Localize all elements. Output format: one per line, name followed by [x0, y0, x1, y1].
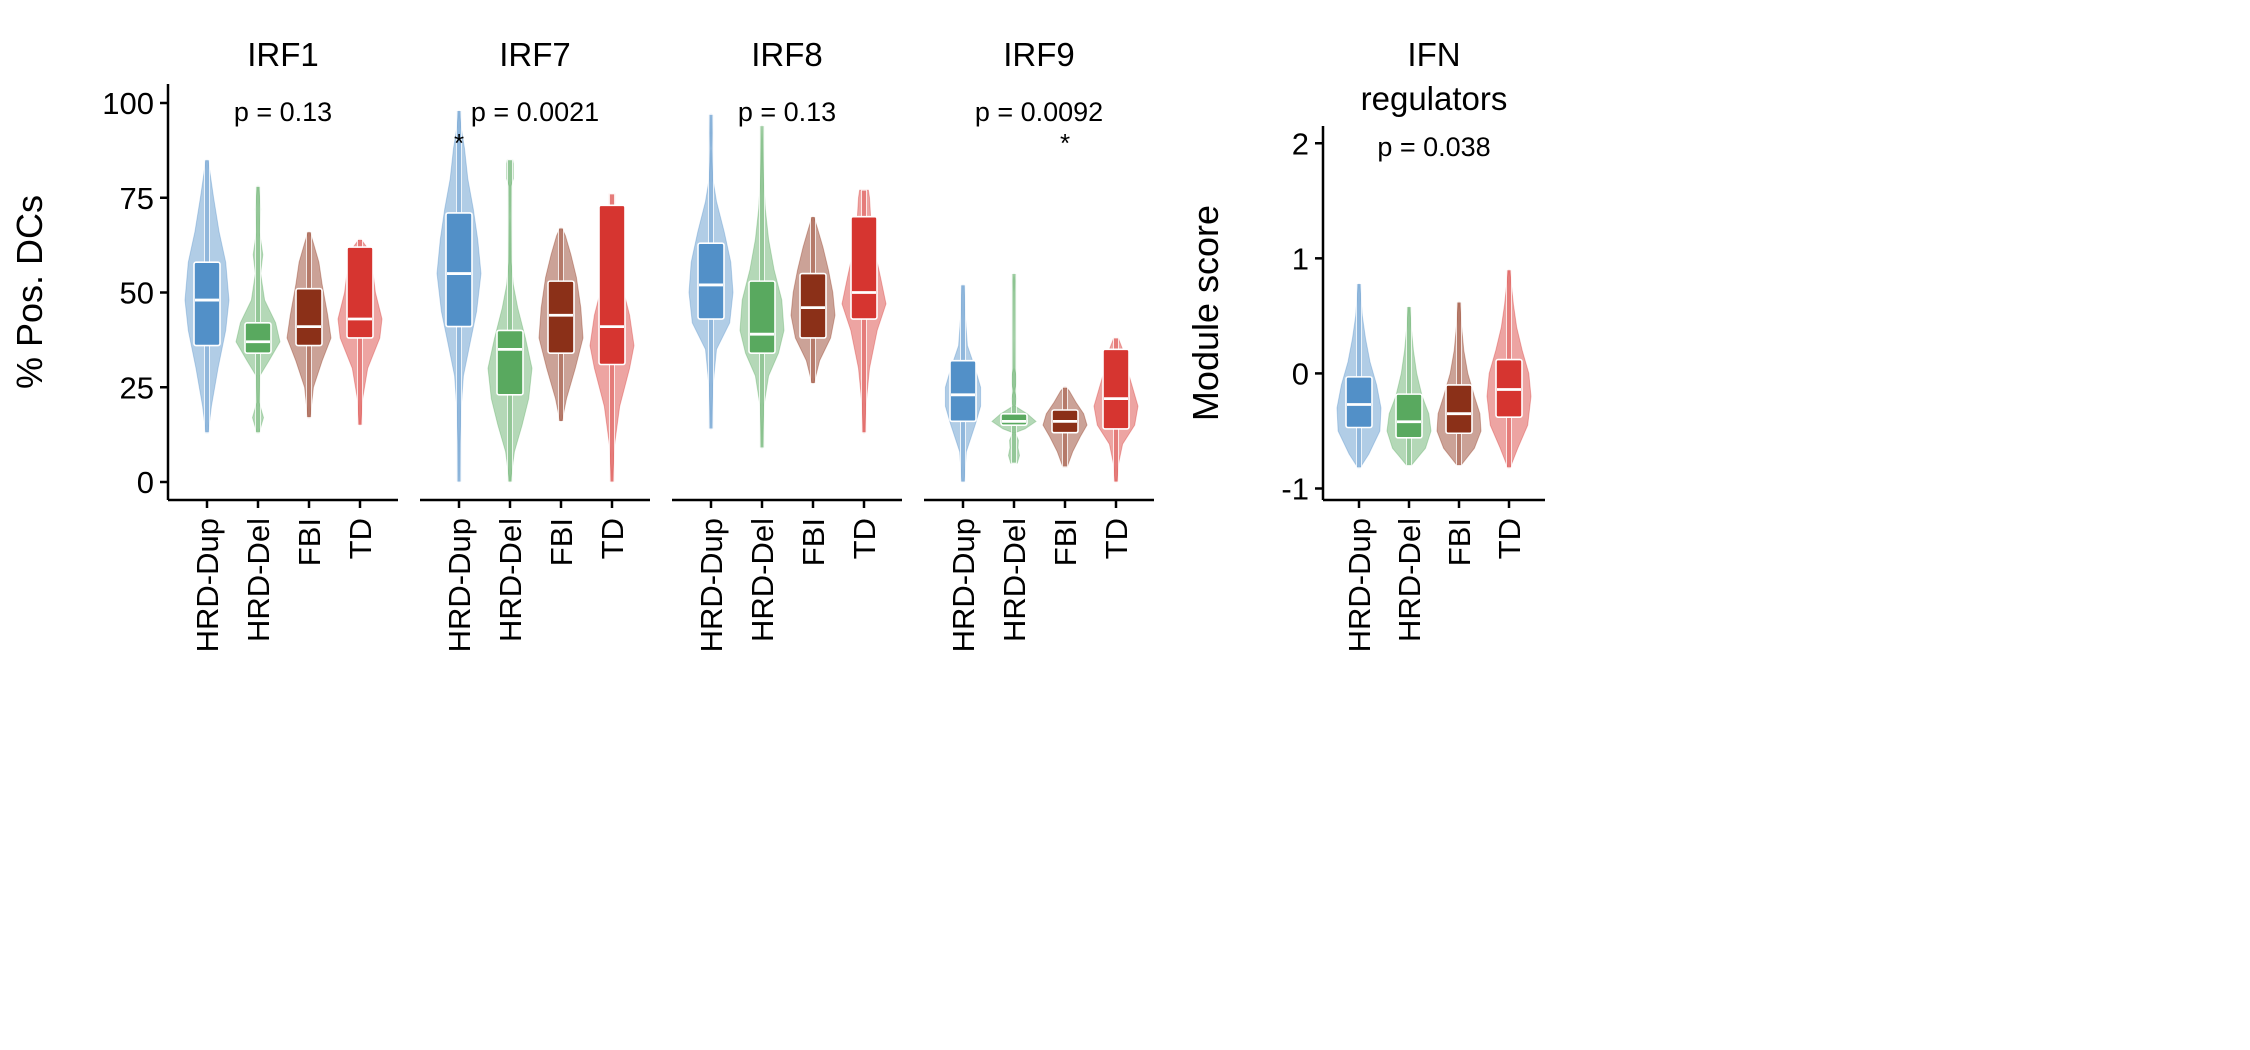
- y-tick-label: 1: [1292, 241, 1309, 276]
- box-iqr: [295, 287, 323, 347]
- violin-group-hrd-del: [991, 272, 1037, 464]
- x-tick-label: FBI: [1442, 518, 1477, 566]
- significance-star: *: [1060, 128, 1070, 158]
- x-tick-label: HRD-Dup: [694, 518, 729, 652]
- y-tick-label: 0: [137, 465, 154, 500]
- y-tick-label: 75: [120, 181, 154, 216]
- panel-3: IRF8 p = 0.13 HRD-Dup HRD-Del FBI TD: [672, 36, 902, 652]
- violin-group-hrd-del: [1386, 306, 1432, 467]
- whisker: [507, 159, 513, 483]
- x-tick-label: TD: [343, 518, 378, 559]
- panel-title: IFN: [1407, 36, 1460, 73]
- panel-2: IRF7 p = 0.0021* HRD-Dup HRD-Del FBI TD: [420, 36, 650, 652]
- x-tick-label: FBI: [1048, 518, 1083, 566]
- panel-title: IRF9: [1003, 36, 1075, 73]
- y-tick-label: 50: [120, 276, 154, 311]
- violin-group-td: [337, 238, 383, 426]
- panel-title: IRF7: [499, 36, 571, 73]
- violin-figure: IRF1 p = 0.13 0 25 50 75 100 % Pos. DCs HRD-Dup H…: [9, 36, 1545, 652]
- panel-5: IFN regulators p = 0.038 -1 0 1 2 Module score H…: [1185, 36, 1545, 652]
- whisker: [1011, 273, 1017, 464]
- violin-group-td: [1486, 269, 1532, 469]
- figure-root: IRF1 p = 0.13 0 25 50 75 100 % Pos. DCs HRD-Dup H…: [9, 36, 1545, 652]
- violin-group-fbi: *: [1042, 128, 1088, 468]
- violin-group-td: [589, 193, 635, 483]
- violin-group-hrd-dup: [184, 159, 230, 434]
- box-iqr: [598, 204, 626, 366]
- box-iqr: [496, 329, 524, 396]
- panel-title: regulators: [1361, 80, 1508, 117]
- violin-group-td: [841, 189, 887, 434]
- x-tick-label: HRD-Dup: [1342, 518, 1377, 652]
- x-tick-label: HRD-Del: [241, 518, 276, 642]
- y-axis-label: % Pos. DCs: [9, 195, 50, 389]
- whisker: [1456, 301, 1462, 466]
- box-iqr: [1000, 412, 1028, 426]
- x-tick-label: HRD-Dup: [190, 518, 225, 652]
- violin-group-fbi: [1436, 301, 1482, 467]
- x-tick-label: TD: [847, 518, 882, 559]
- box-iqr: [244, 322, 272, 354]
- violin-group-hrd-dup: *: [436, 110, 482, 483]
- panel-4: IRF9 p = 0.0092 HRD-Dup HRD-Del * FBI TD: [924, 36, 1154, 652]
- box-iqr: [547, 280, 575, 354]
- x-tick-label: TD: [1492, 518, 1527, 559]
- box-iqr: [346, 246, 374, 339]
- x-tick-label: TD: [1099, 518, 1134, 559]
- p-value-label: p = 0.0021: [471, 97, 599, 127]
- box-iqr: [193, 261, 221, 347]
- box-iqr: [799, 272, 827, 339]
- p-value-label: p = 0.0092: [975, 97, 1103, 127]
- x-tick-label: FBI: [544, 518, 579, 566]
- whisker: [1406, 306, 1412, 466]
- violin-group-td: [1093, 337, 1139, 483]
- panel-1: IRF1 p = 0.13 0 25 50 75 100 % Pos. DCs HRD-Dup H…: [9, 36, 398, 652]
- whisker: [255, 185, 261, 434]
- box-iqr: [748, 280, 776, 354]
- x-tick-label: HRD-Del: [493, 518, 528, 642]
- y-tick-label: 100: [102, 86, 154, 121]
- box-iqr: [1445, 384, 1473, 435]
- x-tick-label: HRD-Del: [745, 518, 780, 642]
- x-tick-label: TD: [595, 518, 630, 559]
- x-tick-label: FBI: [796, 518, 831, 566]
- box-iqr: [1395, 393, 1423, 439]
- violin-group-hrd-del: [739, 125, 785, 449]
- y-tick-label: -1: [1281, 471, 1309, 506]
- significance-star: *: [454, 128, 464, 158]
- violin-group-hrd-del: [235, 185, 281, 434]
- x-tick-label: HRD-Del: [1392, 518, 1427, 642]
- y-tick-label: 2: [1292, 126, 1309, 161]
- panel-title: IRF1: [247, 36, 319, 73]
- x-tick-label: HRD-Del: [997, 518, 1032, 642]
- x-tick-label: HRD-Dup: [946, 518, 981, 652]
- y-tick-label: 0: [1292, 356, 1309, 391]
- y-tick-label: 25: [120, 370, 154, 405]
- whisker: [1356, 283, 1362, 469]
- x-tick-label: HRD-Dup: [442, 518, 477, 652]
- box-iqr: [697, 242, 725, 320]
- violin-group-hrd-dup: [944, 284, 982, 483]
- y-axis-label: Module score: [1185, 205, 1226, 421]
- violin-group-fbi: [286, 231, 332, 419]
- box-iqr: [1345, 376, 1373, 429]
- box-iqr: [850, 215, 878, 320]
- p-value-label: p = 0.13: [738, 97, 836, 127]
- box-iqr: [1102, 348, 1130, 430]
- violin-group-fbi: [790, 216, 836, 385]
- p-value-label: p = 0.13: [234, 97, 332, 127]
- violin-group-fbi: [538, 227, 584, 422]
- box-iqr: [445, 212, 473, 328]
- panel-title: IRF8: [751, 36, 823, 73]
- x-tick-label: FBI: [292, 518, 327, 566]
- box-iqr: [949, 359, 977, 423]
- p-value-label: p = 0.038: [1377, 132, 1490, 162]
- violin-group-hrd-dup: [1336, 283, 1382, 469]
- violin-group-hrd-del: [487, 159, 533, 483]
- violin-group-hrd-dup: [688, 113, 734, 430]
